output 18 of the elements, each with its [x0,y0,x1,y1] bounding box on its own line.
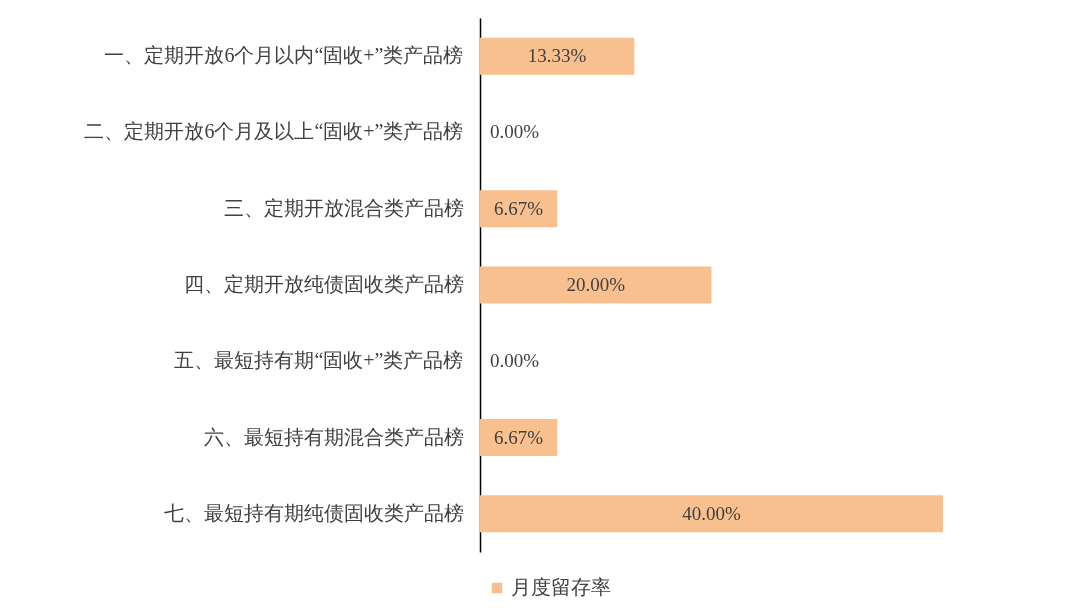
bar [480,266,712,304]
y-tick-label: 二、定期开放6个月及以上“固收+”类产品榜 [84,120,464,143]
data-label: 20.00% [566,274,626,295]
y-tick-label: 七、最短持有期纯债固收类产品榜 [163,501,464,524]
data-label: 0.00% [490,350,540,372]
legend-label: 月度留存率 [511,576,611,598]
data-label: 13.33% [527,45,587,67]
y-tick-label: 一、定期开放6个月以内“固收+”类产品榜 [104,44,464,67]
data-label: 6.67% [494,197,544,219]
y-tick-label: 六、最短持有期混合类产品榜 [203,425,464,448]
data-label: 40.00% [682,502,741,524]
bar [480,37,635,75]
y-tick-label: 三、定期开放混合类产品榜 [223,196,464,219]
y-tick-label: 五、最短持有期“固收+”类产品榜 [174,349,464,372]
data-label: 6.67% [494,426,544,448]
data-label: 0.00% [490,121,540,143]
y-tick-label: 四、定期开放纯债固收类产品榜 [183,273,464,295]
bar [480,495,943,533]
